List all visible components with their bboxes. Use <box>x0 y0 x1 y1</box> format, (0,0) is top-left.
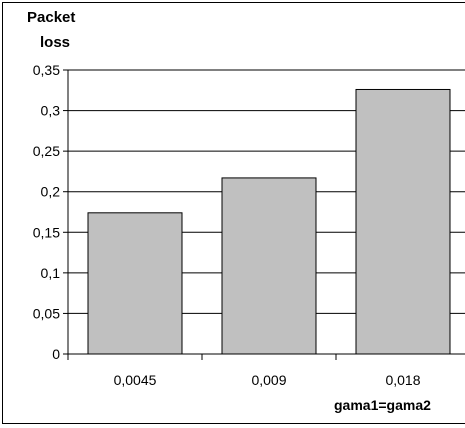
bar <box>221 177 317 355</box>
y-tick-label: 0,05 <box>33 305 60 321</box>
x-tick-label: 0,018 <box>385 372 420 388</box>
y-axis-title-line2: loss <box>40 34 71 51</box>
y-tick-label: 0,25 <box>33 143 60 159</box>
y-tick-label: 0,15 <box>33 224 60 240</box>
y-tick-label: 0 <box>52 346 60 362</box>
bar <box>87 212 183 355</box>
y-tick-label: 0,35 <box>33 62 60 78</box>
y-tick-label: 0,3 <box>41 103 61 119</box>
y-tick-label: 0,2 <box>41 184 61 200</box>
x-tick-label: 0,0045 <box>114 372 157 388</box>
y-axis-title-line1: Packet <box>27 9 76 26</box>
x-tick-label: 0,009 <box>251 372 286 388</box>
bar <box>355 88 451 355</box>
x-axis-title: gama1=gama2 <box>334 397 431 413</box>
y-tick-label: 0,1 <box>41 265 61 281</box>
